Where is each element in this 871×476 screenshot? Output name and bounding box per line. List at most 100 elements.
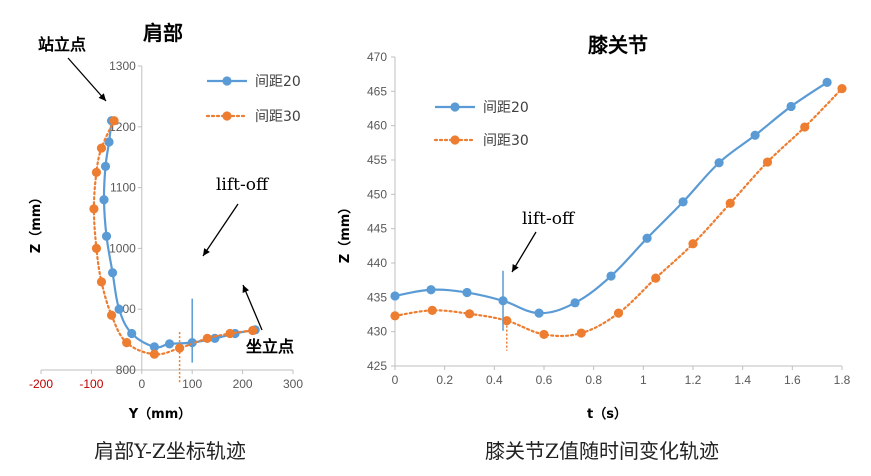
knee-x-tick-label: 0.2	[436, 373, 453, 387]
knee-x-tick-label: 1.8	[834, 373, 851, 387]
standing-point-annotation: 站立点	[38, 35, 86, 54]
shoulder-series-0-point	[104, 137, 114, 147]
knee-y-tick-label: 440	[367, 256, 387, 270]
shoulder-series-1-point	[248, 325, 258, 336]
shoulder-legend-label-0: 间距20	[255, 74, 301, 90]
shoulder-chart: 肩部 Y（mm） Z（mm） 肩部Y-Z坐标轨迹 站立点 lift-off 坐立…	[28, 21, 303, 463]
knee-x-tick-label: 0	[392, 373, 399, 387]
knee-chart: 膝关节 t（s） Z（mm） 膝关节Z值随时间变化轨迹 lift-off 0 0.…	[337, 33, 851, 463]
shoulder-legend-marker-0	[222, 76, 232, 86]
shoulder-series-0-point	[164, 339, 175, 349]
knee-series-1-point	[576, 328, 586, 338]
shoulder-y-tick-label: 1000	[109, 241, 136, 255]
knee-series-1-point	[800, 122, 810, 132]
knee-liftoff-arrow-head	[512, 264, 519, 272]
knee-series-0-point	[714, 158, 724, 168]
shoulder-series-1-point	[91, 167, 102, 177]
shoulder-series-0-point	[127, 328, 137, 339]
standing-point-arrow-head	[98, 93, 106, 101]
knee-legend-label-0: 间距20	[483, 100, 529, 116]
knee-y-tick-label: 465	[367, 84, 387, 98]
knee-y-tick-label: 430	[367, 325, 387, 339]
knee-series-1-point	[502, 316, 512, 326]
knee-series-1-point	[464, 309, 475, 319]
knee-series-1-point	[725, 198, 735, 208]
shoulder-series-0-point	[99, 195, 109, 205]
knee-series-0-point	[822, 77, 832, 88]
knee-series-0-point	[462, 287, 472, 298]
knee-legend-marker-1	[450, 135, 460, 145]
knee-x-tick-label: 0.6	[536, 373, 553, 387]
knee-series-0-point	[642, 233, 652, 243]
shoulder-legend-label-1: 间距30	[255, 109, 301, 125]
knee-legend-marker-0	[450, 102, 460, 112]
knee-legend-label-1: 间距30	[483, 133, 529, 149]
shoulder-series-1-point	[202, 333, 212, 343]
shoulder-series-1-point	[109, 116, 119, 126]
sitting-point-annotation: 坐立点	[246, 337, 294, 356]
shoulder-series-1-point	[106, 310, 117, 320]
shoulder-series-1-point	[149, 349, 159, 359]
knee-series-1-point	[837, 83, 847, 94]
shoulder-series-1-point	[96, 277, 107, 287]
knee-x-tick-label: 1.4	[734, 373, 751, 387]
knee-x-tick-label: 0.8	[585, 373, 602, 387]
shoulder-series-1-point	[225, 328, 235, 339]
shoulder-liftoff-annotation: lift-off	[216, 175, 270, 195]
shoulder-x-tick-label: -100	[79, 377, 103, 391]
knee-y-tick-label: 450	[367, 187, 387, 201]
shoulder-x-tick-label: -200	[29, 377, 53, 391]
knee-y-axis-title: Z（mm）	[337, 201, 353, 264]
knee-series-1-point	[688, 239, 698, 249]
shoulder-y-tick-label: 1100	[110, 181, 136, 195]
shoulder-series-1-point	[91, 243, 102, 253]
knee-series-0-point	[390, 291, 400, 301]
shoulder-series-1-point	[122, 338, 132, 348]
knee-caption: 膝关节Z值随时间变化轨迹	[485, 439, 719, 463]
shoulder-y-tick-label: 800	[116, 363, 136, 377]
knee-series-0-point	[678, 197, 688, 207]
shoulder-liftoff-arrow-head	[203, 248, 210, 256]
knee-y-tick-label: 435	[367, 290, 387, 304]
shoulder-series-0-point	[101, 231, 112, 241]
knee-y-tick-label: 455	[367, 153, 387, 167]
shoulder-series-0-point	[149, 342, 159, 352]
knee-series-1-point	[390, 311, 400, 321]
knee-series-0-point	[426, 285, 436, 295]
sitting-point-arrow	[242, 284, 263, 331]
shoulder-series-0-point	[114, 304, 124, 314]
shoulder-series-1-point	[89, 204, 99, 214]
knee-liftoff-annotation: lift-off	[522, 209, 576, 229]
shoulder-x-tick-label: 0	[138, 377, 145, 391]
knee-series-1-point	[613, 308, 624, 318]
shoulder-series-0-point	[100, 161, 111, 171]
shoulder-series-0-point	[107, 268, 118, 278]
knee-y-tick-label: 445	[367, 222, 387, 236]
knee-liftoff-arrow	[511, 231, 537, 273]
knee-series-0-point	[570, 298, 580, 308]
knee-series-0-point	[750, 130, 760, 140]
knee-series-1-point	[651, 273, 661, 283]
knee-x-tick-label: 1.6	[784, 373, 801, 387]
knee-x-tick-label: 1	[640, 373, 647, 387]
shoulder-caption: 肩部Y-Z坐标轨迹	[94, 439, 246, 463]
sitting-point-arrow-head	[242, 285, 250, 293]
shoulder-legend-marker-1	[222, 111, 232, 121]
shoulder-y-axis-title: Z（mm）	[28, 191, 44, 254]
knee-x-tick-label: 0.4	[486, 373, 503, 387]
shoulder-x-tick-label: 200	[233, 377, 253, 391]
shoulder-series-1-point	[96, 143, 107, 153]
knee-x-axis-title: t（s）	[587, 406, 627, 422]
shoulder-series-line-1	[92, 119, 254, 356]
knee-series-line-1	[393, 87, 844, 338]
shoulder-liftoff-arrow	[202, 203, 239, 257]
shoulder-y-tick-label: 1300	[109, 59, 136, 73]
knee-series-0-point	[534, 308, 544, 318]
shoulder-x-tick-label: 300	[283, 377, 303, 391]
knee-y-tick-label: 470	[367, 50, 387, 64]
knee-series-0-point	[786, 101, 796, 112]
knee-series-1-point	[762, 157, 773, 167]
knee-series-1-point	[539, 329, 549, 340]
knee-y-tick-label: 460	[367, 119, 387, 133]
